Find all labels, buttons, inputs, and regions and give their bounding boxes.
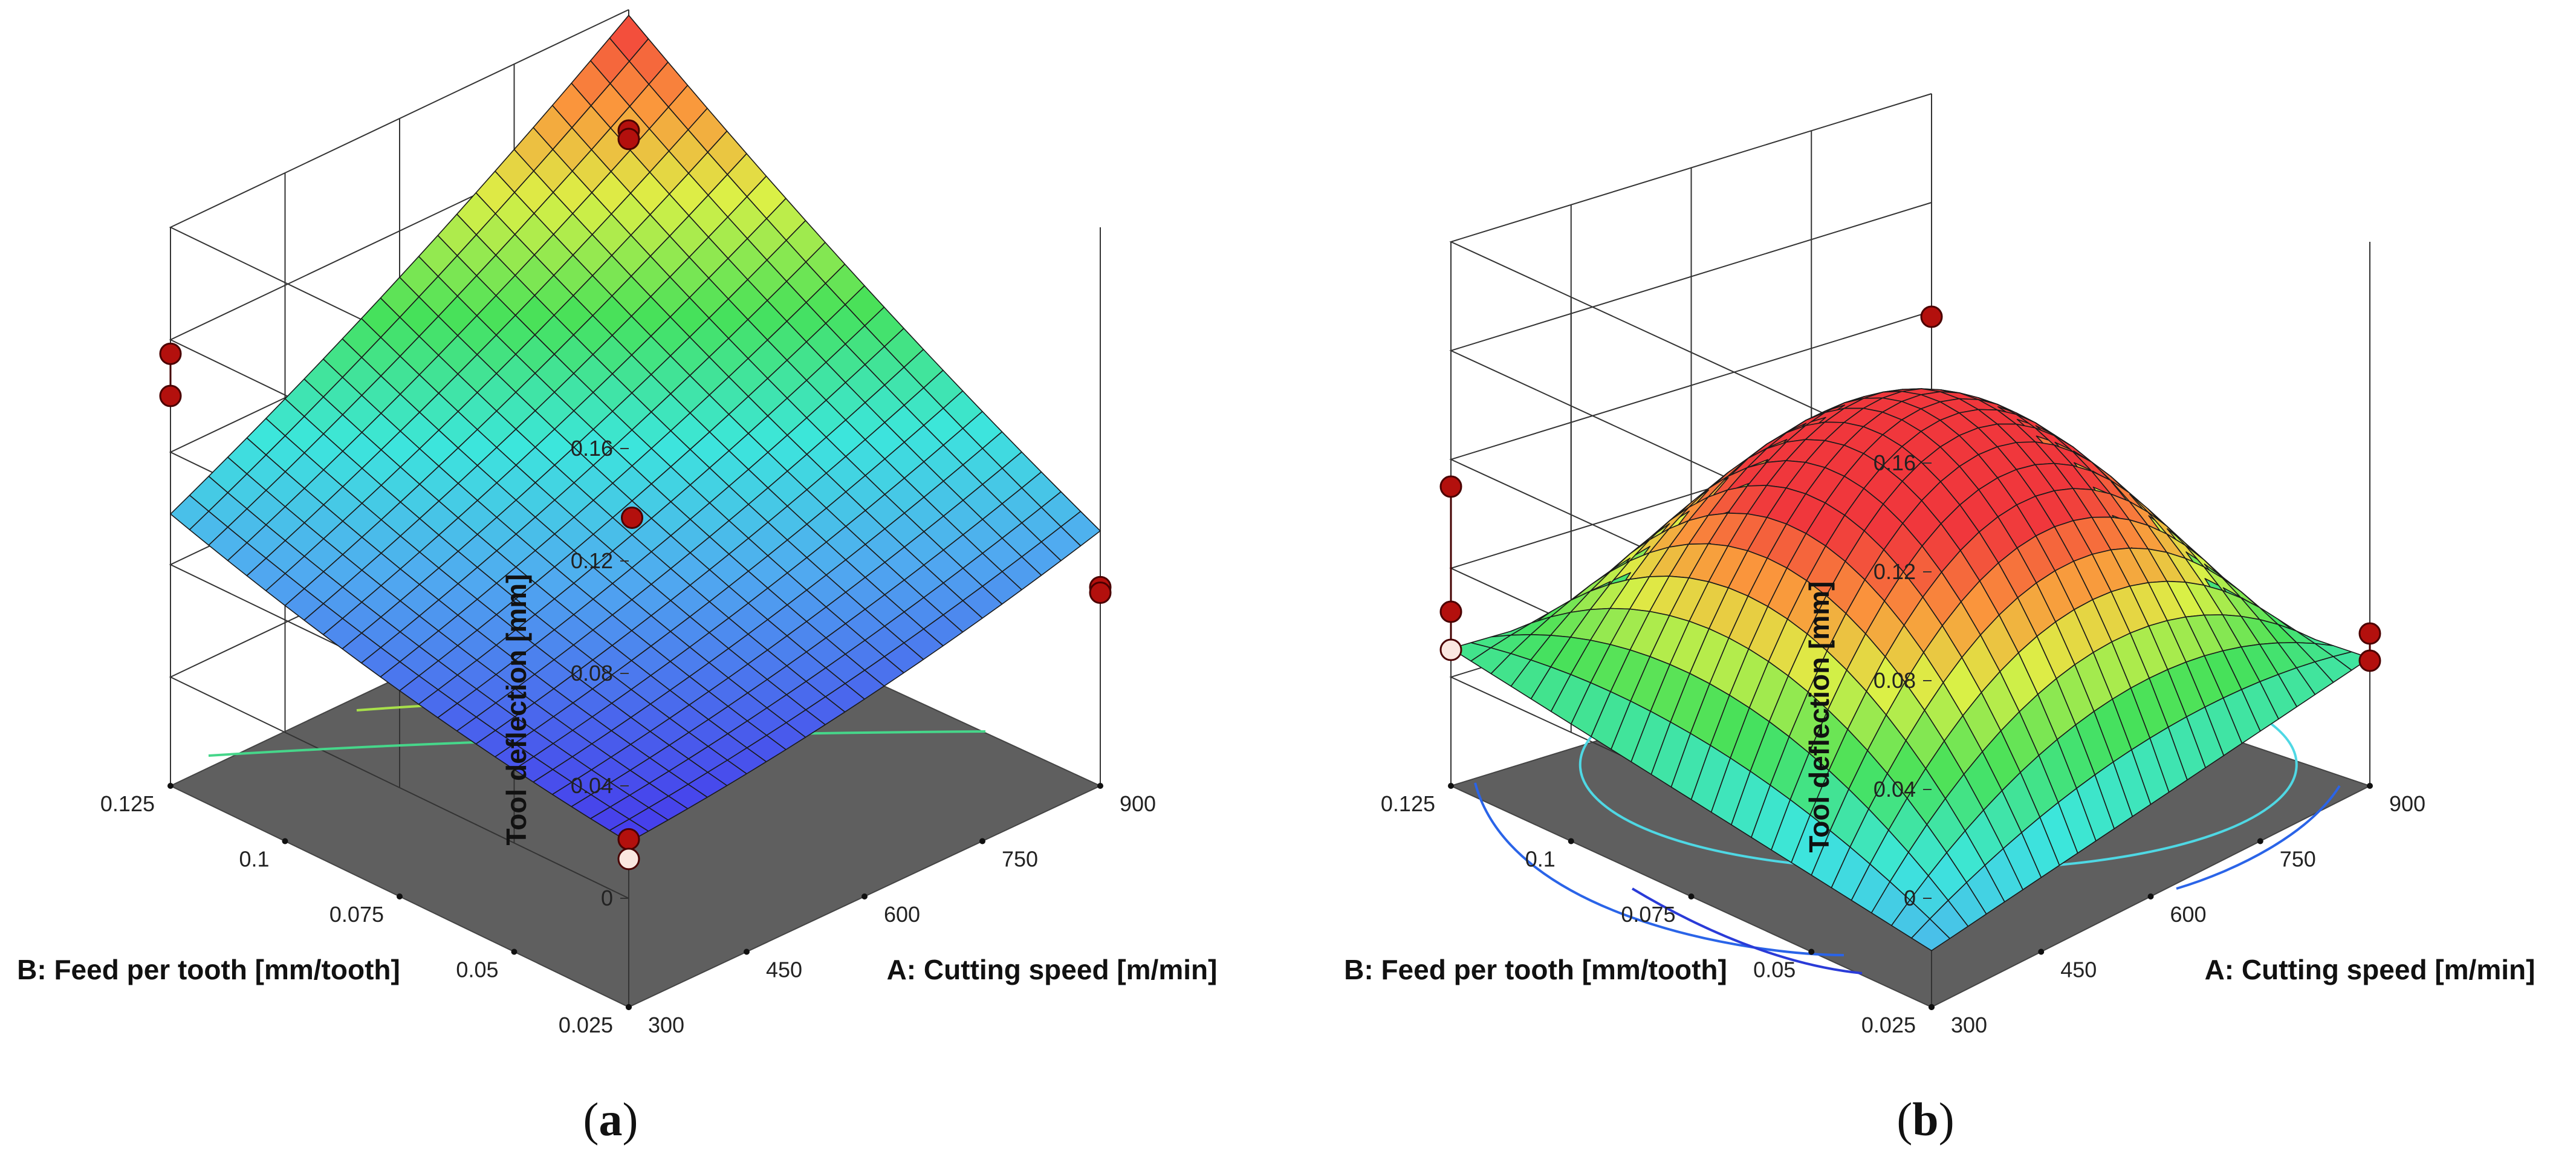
response-surface — [170, 15, 1101, 843]
x-tick — [2147, 893, 2154, 900]
design-point — [617, 128, 640, 151]
x-tick-label: 600 — [2170, 902, 2207, 927]
y-tick — [1448, 783, 1454, 789]
design-point — [1089, 582, 1112, 604]
panel-a-chart: 0 0.04 0.08 0.12 0.16 Tool deflection [mm] 300… — [17, 9, 1218, 1037]
grid-line — [1449, 93, 1932, 464]
design-point — [621, 506, 643, 529]
y-tick — [1808, 948, 1815, 955]
caption-b: (b) — [1896, 1093, 1954, 1146]
design-point — [1439, 638, 1462, 661]
contour-line — [1474, 782, 1844, 956]
y-tick-label: 0.125 — [1381, 791, 1435, 816]
y-axis-label: B: Feed per tooth [mm/tooth] — [1344, 954, 1727, 985]
z-tick-label: 0.12 — [571, 548, 613, 573]
y-tick — [1929, 1004, 1935, 1010]
response-surface — [1450, 388, 2370, 951]
panel-b-chart: 0 0.04 0.08 0.12 0.16 Tool deflection [mm] 300… — [1344, 93, 2535, 1037]
x-tick-label: 450 — [2060, 958, 2097, 982]
z-tick-label: 0.16 — [1874, 450, 1916, 475]
x-tick-label: 600 — [884, 902, 920, 927]
z-tick-label: 0.16 — [571, 436, 613, 461]
y-tick — [626, 1004, 632, 1010]
z-tick-label: 0 — [601, 886, 613, 910]
y-axis-label: B: Feed per tooth [mm/tooth] — [17, 954, 400, 985]
contour-line — [1631, 887, 1863, 974]
design-point — [2358, 622, 2381, 645]
surface-cell — [1911, 918, 1950, 951]
y-tick — [511, 948, 517, 955]
x-tick-label: 300 — [648, 1013, 684, 1037]
y-tick-label: 0.075 — [1621, 902, 1675, 927]
contour-line — [2176, 785, 2341, 890]
design-point — [617, 848, 640, 870]
design-point — [2358, 649, 2381, 672]
x-tick-label: 900 — [2389, 791, 2425, 816]
design-points — [1439, 305, 2381, 672]
z-tick-label: 0.04 — [571, 773, 613, 798]
y-tick — [397, 893, 403, 900]
x-tick — [1097, 783, 1103, 789]
x-tick-label: 900 — [1120, 791, 1156, 816]
x-tick-label: 300 — [1951, 1013, 1987, 1037]
y-tick-label: 0.1 — [1525, 847, 1556, 872]
design-point — [159, 342, 182, 365]
y-tick — [1568, 838, 1574, 844]
z-tick-label: 0.12 — [1874, 559, 1916, 584]
design-point — [1439, 475, 1462, 498]
x-tick — [744, 948, 750, 955]
design-points — [159, 119, 1112, 870]
x-tick — [2038, 948, 2045, 955]
x-tick-label: 750 — [2280, 847, 2316, 872]
z-tick-label: 0 — [1904, 886, 1916, 910]
caption-a: (a) — [583, 1093, 638, 1146]
z-axis-label: Tool deflection [mm] — [1803, 582, 1835, 853]
z-tick-label: 0.04 — [1874, 777, 1916, 802]
x-tick — [979, 838, 985, 844]
design-point — [617, 828, 640, 851]
y-tick — [1688, 893, 1695, 900]
x-tick-label: 750 — [1002, 847, 1038, 872]
x-tick-label: 450 — [766, 958, 802, 982]
z-axis-label: Tool deflection [mm] — [501, 574, 532, 846]
y-tick-label: 0.05 — [456, 958, 498, 982]
y-tick — [282, 838, 288, 844]
y-tick-label: 0.1 — [239, 847, 269, 872]
z-tick-label: 0.08 — [571, 661, 613, 686]
y-tick-label: 0.05 — [1753, 958, 1796, 982]
x-tick — [861, 893, 868, 900]
y-tick-label: 0.075 — [329, 902, 384, 927]
y-tick-label: 0.025 — [559, 1013, 613, 1037]
y-tick — [167, 783, 174, 789]
z-tick-label: 0.08 — [1874, 668, 1916, 693]
y-tick-label: 0.125 — [100, 791, 155, 816]
x-tick — [2367, 783, 2373, 789]
y-tick-label: 0.025 — [1861, 1013, 1916, 1037]
x-tick — [2257, 838, 2263, 844]
x-axis-label: A: Cutting speed [m/min] — [2205, 954, 2535, 985]
x-axis-label: A: Cutting speed [m/min] — [887, 954, 1218, 985]
design-point — [159, 384, 182, 407]
design-point — [1920, 305, 1943, 328]
design-point — [1439, 600, 1462, 623]
